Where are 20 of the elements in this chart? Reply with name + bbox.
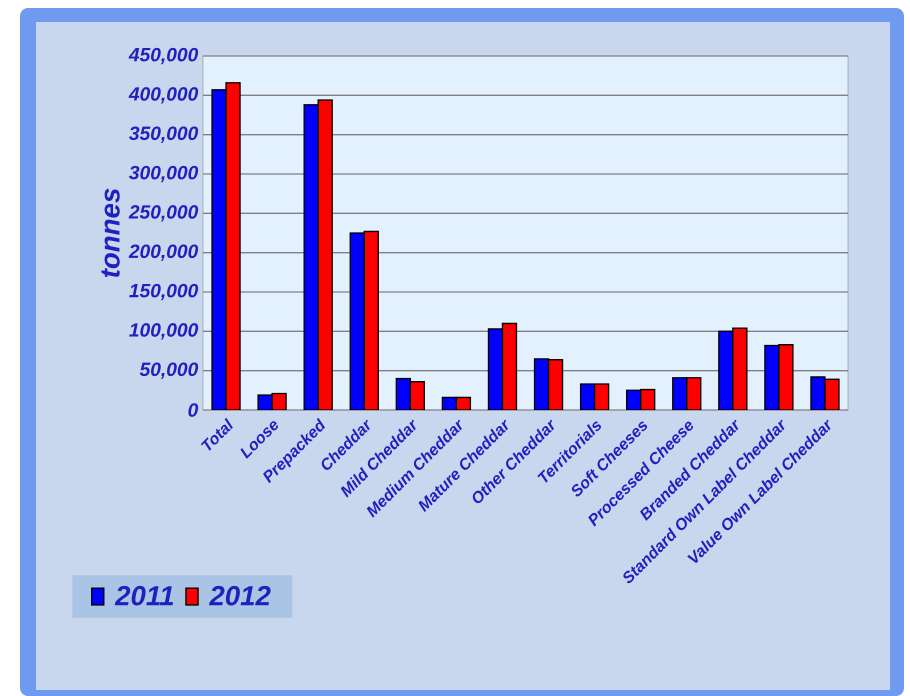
- bar: [488, 328, 504, 410]
- y-axis-title: tonnes: [101, 188, 120, 278]
- y-tick-label: 250,000: [128, 205, 198, 222]
- bar: [548, 358, 564, 410]
- y-tick-label: 150,000: [129, 284, 198, 300]
- y-tick-label: 50,000: [140, 362, 198, 379]
- y-tick-label: 300,000: [129, 166, 198, 182]
- bar: [810, 376, 826, 410]
- y-tick-label: 450,000: [128, 48, 198, 64]
- y-tick-label: 400,000: [128, 87, 198, 104]
- y-tick-label: 0: [188, 403, 198, 417]
- bar: [502, 322, 518, 410]
- bar: [226, 82, 240, 410]
- bar: [534, 358, 550, 410]
- legend-label: 2011: [114, 586, 174, 606]
- bar: [212, 90, 226, 410]
- y-tick-label: 350,000: [129, 126, 198, 143]
- y-tick-label: 200,000: [128, 244, 198, 261]
- y-tick-label: 100,000: [129, 323, 198, 340]
- legend-label: 2012: [208, 586, 271, 606]
